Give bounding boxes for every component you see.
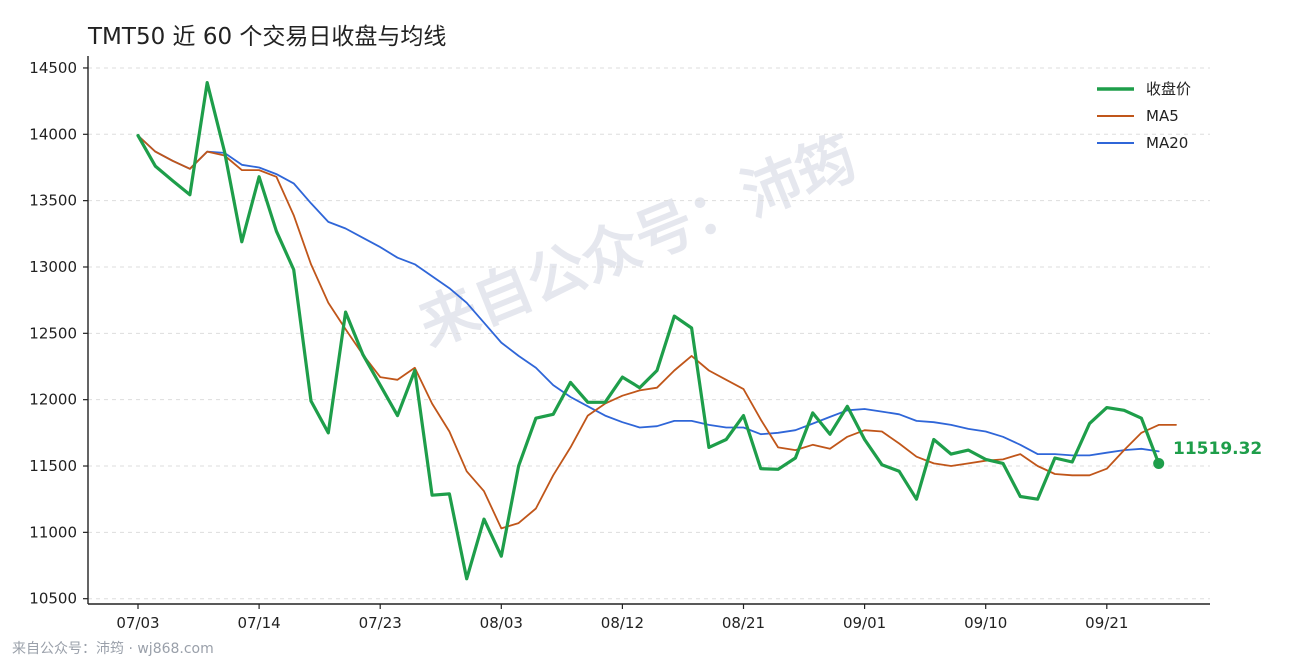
y-tick-label: 10500	[29, 590, 77, 608]
series-lines	[136, 80, 1177, 581]
y-tick-label: 13000	[29, 258, 77, 276]
x-tick-label: 09/10	[964, 614, 1007, 632]
y-tick-label: 13500	[29, 192, 77, 210]
series-line-close	[136, 80, 1161, 581]
x-tick-label: 09/01	[843, 614, 886, 632]
axes	[87, 56, 1210, 605]
x-tick-label: 08/12	[601, 614, 644, 632]
x-tick-label: 08/03	[480, 614, 523, 632]
y-tick-label: 14000	[29, 125, 77, 143]
x-axis-ticks: 07/03 07/14 07/23 08/03 08/12 08/21 09/01 09/10…	[116, 604, 1128, 632]
y-tick-label: 12000	[29, 391, 77, 409]
x-tick-label: 09/21	[1085, 614, 1128, 632]
x-tick-label: 07/23	[359, 614, 402, 632]
x-tick-label: 07/03	[116, 614, 159, 632]
x-tick-label: 07/14	[237, 614, 280, 632]
legend-label: 收盘价	[1146, 80, 1191, 98]
end-value-label: 11519.32	[1173, 439, 1262, 459]
y-tick-label: 14500	[29, 59, 77, 77]
watermark: 来自公众号：沛筠	[410, 123, 866, 360]
y-tick-label: 11000	[29, 523, 77, 541]
footer-credit: 来自公众号：沛筠 · wj868.com	[12, 640, 214, 657]
legend-label: MA5	[1146, 107, 1179, 125]
x-tick-label: 08/21	[722, 614, 765, 632]
legend: 收盘价 MA5 MA20	[1097, 80, 1191, 152]
y-tick-label: 11500	[29, 457, 77, 475]
grid	[88, 67, 1210, 600]
series-line-ma20	[137, 134, 1160, 457]
y-axis-ticks: 10500 11000 11500 12000 12500 13000 13500 14000…	[29, 59, 88, 608]
chart-title: TMT50 近 60 个交易日收盘与均线	[87, 24, 446, 50]
legend-label: MA20	[1146, 134, 1188, 152]
series-line-ma5	[137, 134, 1177, 530]
y-tick-label: 12500	[29, 324, 77, 342]
last-close-point	[1153, 457, 1165, 469]
